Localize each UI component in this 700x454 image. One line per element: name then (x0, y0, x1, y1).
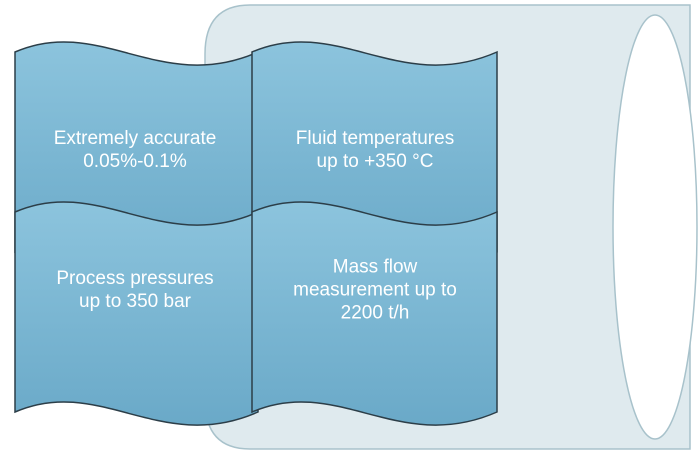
feature-text: Fluid temperatures up to +350 °C (295, 128, 455, 172)
feature-text: Extremely accurate 0.05%-0.1% (53, 128, 217, 172)
feature-text: Process pressures up to 350 bar (56, 268, 214, 312)
banner (14, 201, 259, 426)
banner (251, 201, 498, 426)
cylinder-end (612, 14, 698, 440)
feature-text: Mass flow measurement up to 2200 t/h (293, 256, 457, 324)
